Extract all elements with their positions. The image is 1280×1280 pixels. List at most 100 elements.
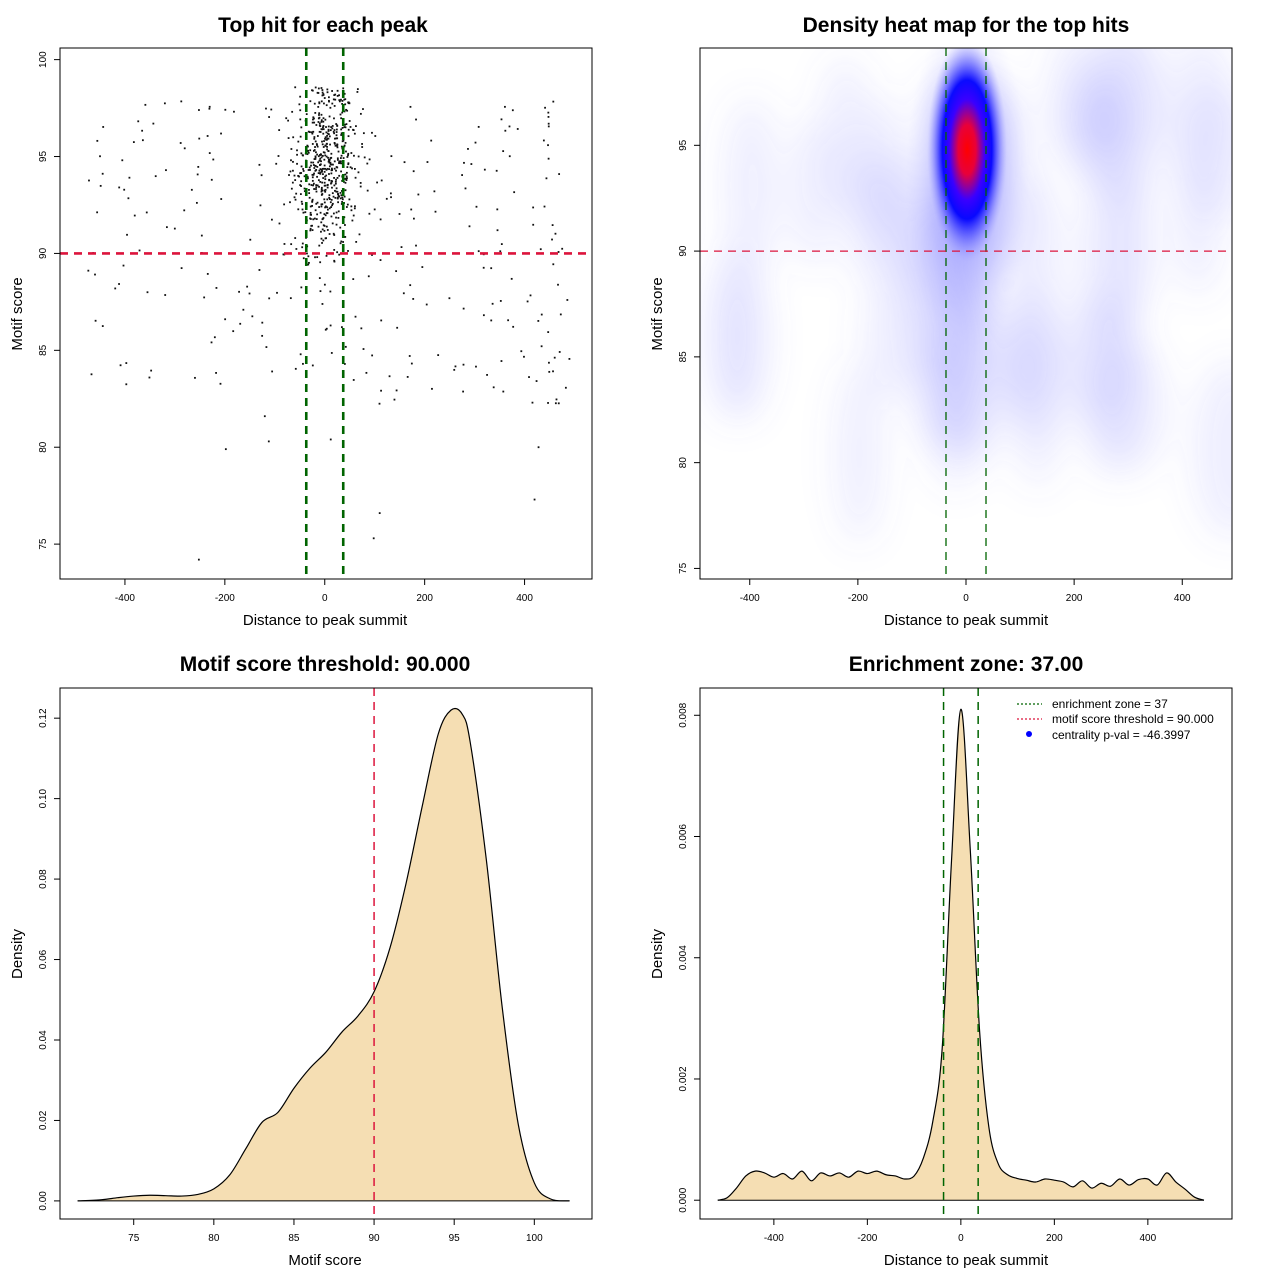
scatter-point [345,150,347,153]
scatter-point [470,163,473,165]
scatter-point [504,129,507,132]
scatter-point [324,328,327,331]
scatter-point [340,134,343,136]
scatter-point [379,259,382,261]
scatter-point [344,189,347,192]
scatter-point [322,125,325,127]
density-fill [717,709,1204,1201]
scatter-point [309,227,312,230]
scatter-point [322,120,325,123]
scatter-point [337,150,340,153]
scatter-point [321,181,324,184]
scatter-point [132,141,135,144]
scatter-point [313,167,316,169]
scatter-point [349,166,352,169]
scatter-point [421,266,424,268]
scatter-point [323,189,326,192]
scatter-point [307,263,310,266]
scatter-point [335,131,338,133]
scatter-point [195,201,198,204]
scatter-point [206,135,209,137]
scatter-point [321,89,324,91]
scatter-point [328,161,331,164]
scatter-point [163,102,166,105]
scatter-point [328,158,331,161]
distance-density-xlabel: Distance to peak summit [884,1252,1049,1269]
scatter-point [344,236,347,238]
scatter-point [312,130,315,133]
scatter-point [128,176,131,179]
scatter-point [96,211,99,214]
scatter-point [303,175,306,178]
x-tick-label: 400 [1174,593,1191,604]
scatter-point [324,137,326,140]
scatter-point [238,290,240,293]
heatmap-blob [1192,360,1232,539]
scatter-point [568,358,571,360]
scatter-point [335,137,338,140]
scatter-point [94,273,96,276]
scatter-point [141,129,144,132]
scatter-point [133,214,136,217]
scatter-point [165,226,168,229]
scatter-point [355,125,357,128]
scatter-point [309,205,312,208]
scatter-point [333,234,336,236]
scatter-point [179,142,182,144]
scatter-point [307,169,310,171]
scatter-point [323,102,325,105]
scatter-point [315,124,318,126]
scatter-point [219,382,222,385]
heatmap-blob [1173,156,1222,297]
scatter-point [347,101,349,104]
scatter-point [294,237,297,239]
scatter-point [292,160,294,163]
scatter-point [340,98,342,101]
heatmap-blob [1169,48,1232,175]
scatter-point [313,136,316,138]
scatter-point [358,233,361,236]
scatter-point [180,267,183,270]
scatter-point [325,142,328,145]
scatter-point [312,164,315,166]
scatter-point [127,197,130,200]
scatter-point [468,225,471,228]
scatter-point [415,244,417,247]
scatter-point [213,336,216,339]
x-tick-label: 95 [449,1233,461,1244]
scatter-point [118,283,120,285]
scatter-point [299,109,302,112]
scatter-point [307,149,310,152]
scatter-point [425,303,428,306]
scatter-point [461,174,463,176]
scatter-point [150,369,153,372]
scatter-point [313,172,315,175]
y-tick-label: 0.002 [678,1066,689,1091]
scatter-point [547,122,550,125]
y-tick-label: 0.10 [38,788,49,808]
scatter-point [532,223,535,226]
scatter-point [551,224,554,226]
scatter-point [333,117,335,120]
scatter-point [523,355,525,358]
scatter-point [344,173,347,176]
scatter-point [376,181,379,184]
scatter-point [341,126,344,129]
scatter-point [390,196,392,199]
y-tick-label: 0.000 [678,1187,689,1212]
scatter-point [102,126,105,128]
scatter-point [319,172,322,175]
heatmap-ylabel: Motif score [649,277,666,350]
scatter-point [312,116,315,119]
scatter-point [351,167,353,170]
scatter-point [528,376,530,378]
scatter-point [258,163,261,166]
scatter-point [434,210,437,213]
scatter-point [389,192,392,195]
scatter-point [320,168,323,171]
scatter-points [87,86,571,561]
scatter-point [318,102,321,105]
scatter-point [336,251,339,254]
scatter-point [324,144,327,147]
scatter-point [344,181,347,184]
